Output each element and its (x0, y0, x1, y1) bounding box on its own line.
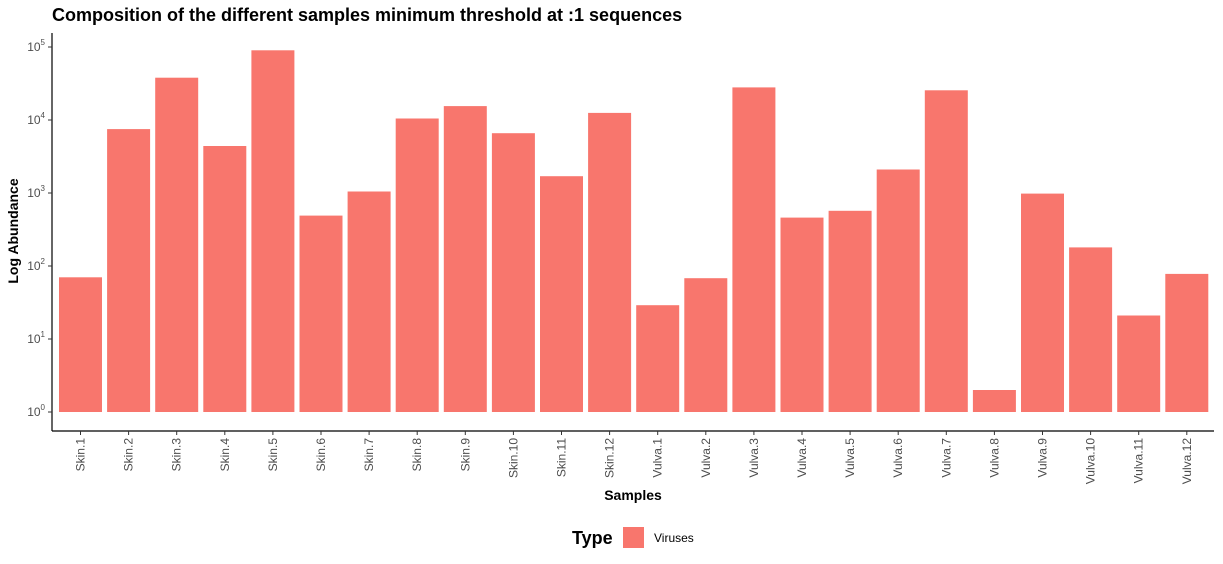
x-tick-label: Skin.12 (603, 438, 617, 478)
x-tick-label: Skin.4 (218, 438, 232, 472)
x-tick-label: Vulva.9 (1036, 438, 1050, 478)
chart-title: Composition of the different samples min… (52, 5, 682, 25)
y-axis-title: Log Abundance (5, 178, 21, 283)
bar-vulva-6 (876, 169, 920, 412)
bar-vulva-3 (732, 87, 776, 413)
x-tick-label: Vulva.12 (1180, 438, 1194, 485)
legend-label-viruses: Viruses (654, 531, 694, 545)
legend-swatch-viruses (623, 527, 644, 548)
x-tick-label: Skin.5 (266, 438, 280, 472)
bar-vulva-5 (828, 210, 872, 412)
x-tick-label: Vulva.5 (843, 438, 857, 478)
x-tick-label: Vulva.3 (747, 438, 761, 478)
legend-title: Type (572, 528, 613, 548)
y-tick-label: 105 (27, 38, 45, 54)
x-tick-label: Skin.11 (555, 438, 569, 477)
x-tick-label: Vulva.7 (939, 438, 953, 478)
x-tick-label: Skin.3 (170, 438, 184, 472)
bar-vulva-12 (1165, 273, 1209, 412)
x-tick-label: Skin.9 (458, 438, 472, 472)
bar-skin-6 (299, 215, 343, 412)
bar-skin-9 (443, 106, 487, 412)
bar-skin-4 (203, 146, 247, 412)
x-axis-title: Samples (604, 487, 662, 503)
x-tick-label: Vulva.2 (699, 438, 713, 478)
bar-vulva-8 (972, 390, 1016, 412)
bar-skin-11 (540, 176, 583, 412)
bar-vulva-1 (636, 305, 680, 412)
x-tick-label: Skin.6 (314, 438, 328, 472)
x-tick-label: Vulva.11 (1132, 438, 1146, 484)
x-tick-label: Skin.7 (362, 438, 376, 472)
bar-vulva-7 (924, 90, 968, 413)
bar-skin-2 (107, 129, 151, 412)
bar-skin-3 (155, 77, 199, 412)
y-tick-label: 101 (27, 330, 45, 346)
bar-vulva-11 (1117, 315, 1161, 412)
x-tick-label: Vulva.1 (651, 438, 665, 478)
bar-skin-12 (588, 112, 632, 413)
bar-vulva-2 (684, 278, 728, 412)
x-ticks-group: Skin.1 Skin.2 Skin.3 Skin.4 Skin.5 Skin.6 Skin… (74, 431, 1194, 484)
x-tick-label: Skin.8 (410, 438, 424, 472)
y-ticks-group: 100 101 102 103 104 105 (27, 38, 52, 419)
bar-vulva-10 (1069, 247, 1113, 412)
x-tick-label: Vulva.10 (1084, 438, 1098, 485)
y-tick-label: 102 (27, 257, 45, 273)
bar-skin-5 (251, 50, 295, 413)
bar-skin-10 (491, 133, 535, 412)
legend: Type Viruses (572, 527, 694, 548)
y-tick-label: 104 (27, 111, 45, 127)
x-tick-label: Skin.1 (74, 438, 88, 472)
x-tick-label: Vulva.8 (987, 438, 1001, 478)
bar-vulva-4 (780, 217, 824, 412)
y-tick-label: 103 (27, 184, 45, 200)
x-tick-label: Skin.10 (506, 438, 520, 478)
x-tick-label: Skin.2 (122, 438, 136, 472)
bar-vulva-9 (1021, 193, 1064, 412)
bar-skin-8 (395, 118, 439, 412)
bar-skin-1 (59, 277, 102, 412)
bars-group (59, 50, 1209, 413)
x-tick-label: Vulva.4 (795, 438, 809, 478)
x-tick-label: Vulva.6 (891, 438, 905, 478)
bar-skin-7 (347, 191, 391, 412)
y-tick-label: 100 (27, 403, 45, 419)
